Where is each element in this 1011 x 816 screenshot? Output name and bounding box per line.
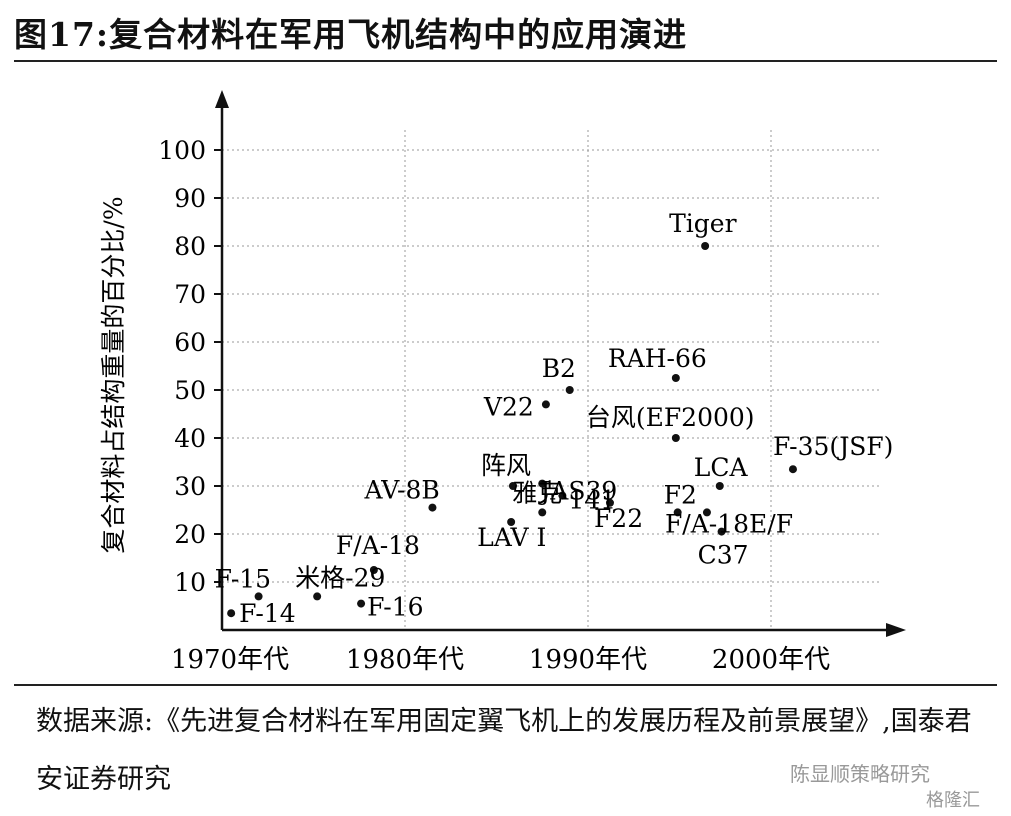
data-point <box>788 465 797 474</box>
data-point <box>717 527 726 536</box>
point-label: JAS39 <box>537 476 617 505</box>
point-label: C37 <box>698 541 749 570</box>
point-label: 米格-29 <box>295 563 385 592</box>
y-tick-label: 80 <box>174 232 206 261</box>
data-point <box>227 609 236 618</box>
data-point <box>428 503 437 512</box>
y-tick-label: 50 <box>174 376 206 405</box>
point-label: F22 <box>594 504 643 533</box>
data-point <box>673 508 682 517</box>
point-label: F-35(JSF) <box>773 432 893 461</box>
data-point <box>701 242 710 250</box>
data-point <box>671 374 680 382</box>
point-label: LCA <box>694 453 749 482</box>
title-divider <box>14 60 997 62</box>
y-tick-label: 60 <box>174 328 206 357</box>
x-tick-labels: 1970年代 1980年代 1990年代 2000年代 <box>171 645 830 675</box>
point-label: 雅克 <box>512 479 562 508</box>
data-point <box>605 498 614 507</box>
scatter-chart: 10 20 30 40 50 60 70 80 90 100 1970年代 1980年代 1990年代… <box>99 90 906 675</box>
y-tick-label: 10 <box>174 568 206 597</box>
y-tick-label: 70 <box>174 280 206 309</box>
data-point <box>508 482 517 490</box>
y-tick-labels: 10 20 30 40 50 60 70 80 90 100 <box>158 136 206 597</box>
data-point <box>715 482 724 490</box>
data-point <box>671 434 680 442</box>
y-axis-arrow <box>215 90 229 108</box>
source-divider <box>14 684 997 686</box>
source-note: 数据来源:《先进复合材料在军用固定翼飞机上的发展历程及前景展望》,国泰君安证券研… <box>36 706 972 795</box>
x-tick-label: 2000年代 <box>712 645 830 675</box>
y-tick-label: 20 <box>174 520 206 549</box>
point-label: F-15 <box>215 564 271 593</box>
point-label: B2 <box>542 354 576 383</box>
point-label: Tiger <box>669 209 736 238</box>
y-tick-label: 30 <box>174 472 206 501</box>
point-label: 台风(EF2000) <box>586 403 755 432</box>
data-point <box>507 518 516 526</box>
data-point <box>369 566 378 574</box>
data-point <box>538 508 547 517</box>
data-point <box>254 592 263 601</box>
watermark-platform: 格隆汇 <box>926 790 980 811</box>
y-tick-label: 90 <box>174 184 206 213</box>
figure-title: 图17:复合材料在军用飞机结构中的应用演进 <box>14 15 688 54</box>
x-axis-arrow <box>886 623 906 637</box>
point-label: F/A-18 <box>336 531 420 560</box>
y-tick-label: 100 <box>158 136 206 165</box>
y-axis-label: 复合材料占结构重量的百分比/% <box>99 196 128 553</box>
point-label: AV-8B <box>363 476 439 505</box>
point-label: F/A-18E/F <box>665 509 793 538</box>
axes <box>214 90 906 637</box>
x-tick-label: 1980年代 <box>346 645 464 675</box>
point-label: RAH-66 <box>608 344 707 373</box>
x-tick-label: 1990年代 <box>529 645 647 675</box>
data-points <box>227 242 797 618</box>
data-point <box>357 599 366 608</box>
data-point <box>313 592 322 601</box>
watermark-name: 陈显顺策略研究 <box>790 762 930 786</box>
point-label: V22 <box>483 392 534 421</box>
data-point <box>538 479 547 488</box>
grid-lines <box>222 130 880 630</box>
data-point <box>541 400 550 409</box>
data-point <box>702 508 711 517</box>
point-label: LAV I <box>477 523 546 552</box>
point-label: F-14 <box>239 599 295 628</box>
point-label: 阵风 <box>481 451 531 480</box>
point-label: F-16 <box>367 593 423 622</box>
x-tick-label: 1970年代 <box>171 645 289 675</box>
data-point <box>558 491 567 500</box>
point-label: 141 <box>568 486 616 515</box>
y-tick-label: 40 <box>174 424 206 453</box>
point-label: F2 <box>664 480 697 509</box>
data-point <box>565 386 574 394</box>
